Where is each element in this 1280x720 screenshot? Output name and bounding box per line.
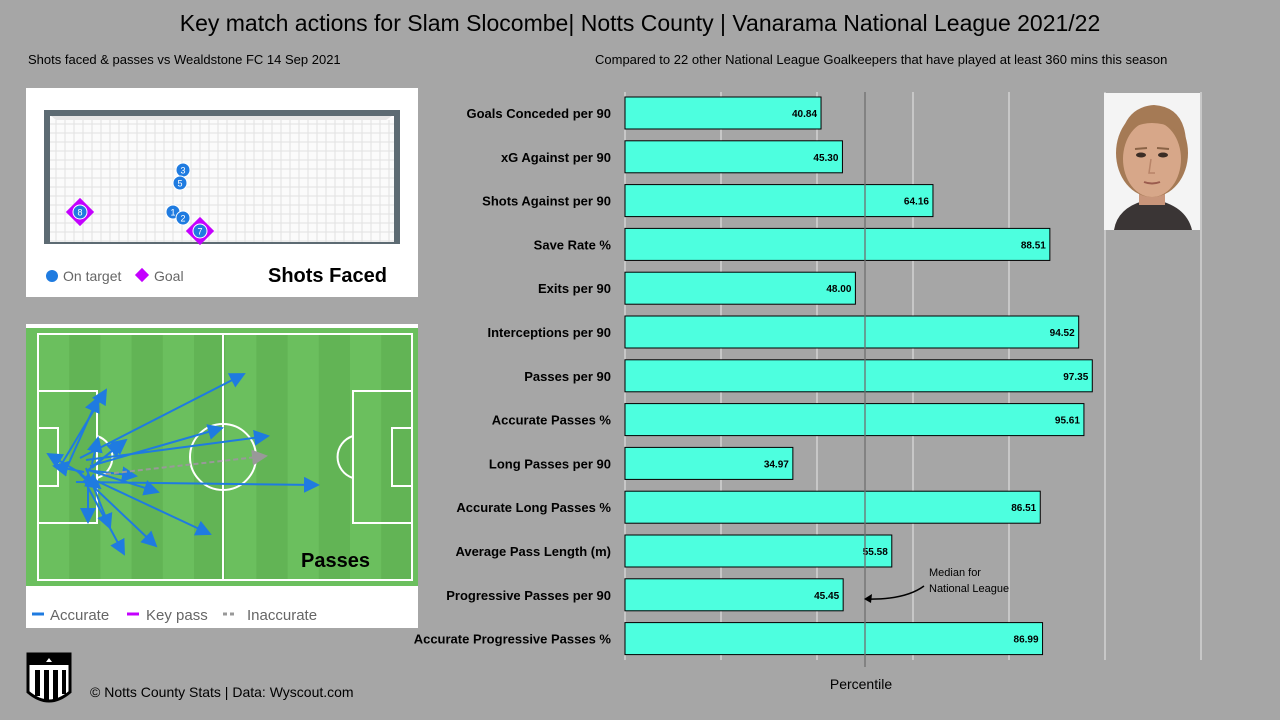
bar-value-label: 45.30 [813, 153, 838, 164]
bar [624, 359, 1093, 393]
bar-value-label: 40.84 [792, 109, 817, 120]
bar-value-label: 55.58 [863, 547, 888, 558]
accurate-pass-arrow [91, 440, 124, 469]
category-label: Accurate Progressive Passes % [414, 632, 612, 647]
right-post [394, 110, 400, 244]
category-label: Goals Conceded per 90 [467, 106, 612, 121]
median-annotation-line2: National League [929, 583, 1009, 595]
accurate-pass-arrow [87, 436, 103, 465]
shot-number: 7 [197, 227, 202, 237]
category-label: Accurate Long Passes % [456, 500, 611, 515]
bar-value-label: 48.00 [826, 284, 851, 295]
bar [624, 534, 893, 568]
legend-inaccurate: Inaccurate [247, 607, 317, 624]
subtitle-comparison: Compared to 22 other National League Goa… [595, 52, 1168, 67]
bar [624, 184, 934, 218]
median-arrowhead-icon [864, 594, 872, 603]
accurate-pass-arrow [75, 476, 320, 493]
category-label: Progressive Passes per 90 [446, 588, 611, 603]
bar-value-label: 45.45 [814, 591, 839, 602]
bar [624, 490, 1041, 524]
shot-number: 3 [180, 166, 185, 176]
pitch-markings [37, 333, 413, 581]
shot-number: 8 [77, 208, 82, 218]
legend-on-target: On target [63, 268, 121, 284]
bar [624, 140, 843, 174]
goal-map: 12 3 5 7 8 On target Goal Shots Faced [44, 110, 400, 287]
bar [624, 622, 1044, 656]
accurate-pass-arrow [46, 452, 83, 475]
bar-value-label: 34.97 [764, 459, 789, 470]
x-axis-label: Percentile [830, 676, 892, 692]
bar [624, 403, 1085, 437]
bar-value-label: 86.51 [1011, 503, 1036, 514]
accurate-pass-arrow [85, 466, 138, 483]
legend-goal: Goal [154, 268, 184, 284]
bar [624, 271, 856, 305]
bar-value-label: 94.52 [1050, 328, 1075, 339]
category-label: Passes per 90 [524, 369, 611, 384]
category-label: Long Passes per 90 [489, 456, 611, 471]
shot-marker [175, 210, 191, 226]
category-label: Shots Against per 90 [482, 194, 611, 209]
left-post [44, 110, 50, 244]
player-photo [1104, 93, 1200, 230]
bar [624, 227, 1051, 261]
shot-number: 5 [177, 179, 182, 189]
passes-panel-title: Passes [301, 550, 370, 572]
legend-key-pass: Key pass [146, 607, 208, 624]
goal-line [44, 242, 400, 244]
crossbar [44, 110, 400, 116]
bar [624, 578, 844, 612]
footer-credit: © Notts County Stats | Data: Wyscout.com [90, 684, 354, 700]
shot-marker [72, 204, 88, 220]
bar-value-label: 88.51 [1021, 240, 1046, 251]
on-target-legend-icon [46, 270, 58, 282]
category-label: Save Rate % [534, 237, 612, 252]
inaccurate-pass-arrow [105, 449, 268, 475]
bar [624, 315, 1080, 349]
legend-accurate: Accurate [50, 607, 109, 624]
pass-map: Passes Accurate Key pass Inaccurate [26, 328, 418, 624]
bar-value-label: 86.99 [1014, 635, 1039, 646]
bar-value-label: 97.35 [1063, 372, 1088, 383]
bar-value-label: 64.16 [904, 197, 929, 208]
notts-county-stats-logo [26, 652, 72, 703]
bar [624, 446, 794, 480]
shot-marker [192, 223, 208, 239]
accurate-pass-arrow [77, 471, 102, 490]
median-annotation-arrow [865, 585, 925, 600]
accurate-pass-arrow [63, 396, 100, 475]
bar [624, 96, 822, 130]
category-label: Accurate Passes % [492, 413, 612, 428]
median-annotation-line1: Median for [929, 567, 981, 579]
category-label: xG Against per 90 [501, 150, 611, 165]
category-label: Exits per 90 [538, 281, 611, 296]
page-title: Key match actions for Slam Slocombe| Not… [179, 10, 1101, 36]
goal-net [46, 112, 398, 244]
accurate-pass-arrow [85, 475, 212, 536]
bar-value-label: 95.61 [1055, 416, 1080, 427]
shot-number: 1 [170, 208, 175, 218]
category-label: Average Pass Length (m) [455, 544, 611, 559]
accurate-pass-arrow [89, 424, 224, 467]
shot-number: 2 [180, 214, 185, 224]
category-label: Interceptions per 90 [487, 325, 611, 340]
goal-legend-icon [134, 267, 150, 283]
passes-panel: Passes Accurate Key pass Inaccurate [26, 324, 418, 628]
subtitle-match: Shots faced & passes vs Wealdstone FC 14… [28, 52, 341, 67]
shots-panel-title: Shots Faced [268, 265, 387, 287]
shot-marker [172, 175, 188, 191]
